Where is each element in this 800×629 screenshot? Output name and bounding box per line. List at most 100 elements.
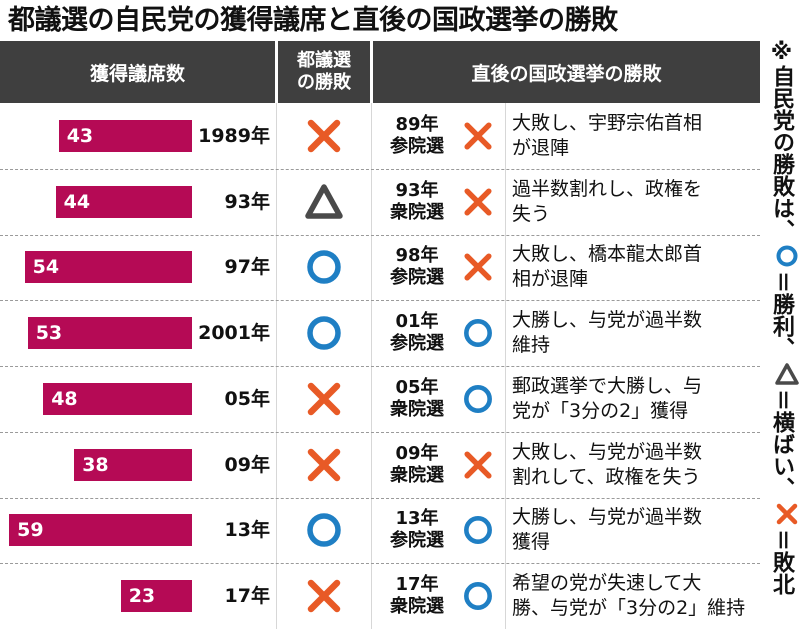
- legend-prefix: ※自民党の勝敗は、: [769, 40, 794, 241]
- outcome-line: 大敗し、与党が過半数: [512, 440, 703, 463]
- national-outcome-text: 大敗し、宇野宗佑首相 が退陣: [512, 111, 762, 161]
- election-year: 98年: [395, 245, 439, 267]
- win-circle-icon: [307, 250, 341, 285]
- legend-lose-text: ＝敗北: [769, 529, 794, 596]
- election-type: 衆院選: [390, 398, 444, 420]
- outcome-line: 獲得: [512, 531, 551, 554]
- election-year: 17年: [395, 574, 439, 596]
- lose-cross-icon: [464, 188, 492, 216]
- national-outcome-text: 大敗し、橋本龍太郎首 相が退陣: [512, 242, 762, 292]
- legend-draw-text: ＝横ばい、: [769, 389, 794, 500]
- national-outcome-text: 過半数割れし、政権を 失う: [512, 177, 762, 227]
- seat-bar: 53: [27, 317, 192, 350]
- lose-cross-icon: [464, 122, 492, 150]
- national-election-label: 17年 衆院選: [376, 574, 458, 618]
- election-type: 参院選: [390, 333, 444, 355]
- outcome-line: 維持: [512, 334, 551, 357]
- lose-cross-icon: [464, 451, 492, 479]
- election-type: 参院選: [390, 530, 444, 552]
- outcome-line: 大勝し、与党が過半数: [512, 506, 703, 529]
- header-national-result: 直後の国政選挙の勝敗: [373, 41, 760, 103]
- election-type: 衆院選: [390, 464, 444, 486]
- national-outcome-text: 大勝し、与党が過半数 獲得: [512, 505, 762, 555]
- election-year: 89年: [395, 113, 439, 135]
- seat-bar: 38: [74, 448, 192, 481]
- outcome-line: 割れして、政権を失う: [512, 465, 701, 488]
- outcome-line: 過半数割れし、政権を: [512, 177, 703, 200]
- seat-bar: 43: [58, 119, 192, 152]
- seat-bar: 59: [9, 514, 192, 547]
- outcome-line: 希望の党が失速して大: [512, 572, 702, 595]
- draw-triangle-icon: [305, 183, 343, 219]
- lose-cross-icon: [307, 119, 341, 153]
- seat-bar: 54: [24, 251, 192, 284]
- legend-win-text: ＝勝利、: [769, 271, 794, 360]
- year-label: 09年: [224, 453, 270, 476]
- election-year: 01年: [395, 311, 439, 333]
- draw-triangle-icon: [775, 363, 799, 385]
- seat-bar: 48: [43, 382, 192, 415]
- row-divider: [0, 168, 760, 170]
- year-label: 97年: [224, 256, 270, 279]
- row-divider: [0, 431, 760, 433]
- year-label: 2001年: [198, 322, 270, 345]
- national-election-label: 13年 参院選: [376, 508, 458, 552]
- lose-cross-icon: [307, 382, 341, 416]
- national-outcome-text: 大勝し、与党が過半数 維持: [512, 308, 762, 358]
- national-election-label: 89年 参院選: [376, 114, 458, 158]
- win-circle-icon: [307, 513, 341, 548]
- outcome-line: 大勝し、与党が過半数: [512, 309, 703, 332]
- national-election-label: 93年 衆院選: [376, 180, 458, 224]
- outcome-line: 大敗し、宇野宗佑首相: [512, 111, 703, 134]
- national-election-label: 05年 衆院選: [376, 377, 458, 421]
- win-circle-icon: [464, 582, 492, 611]
- outcome-line: 失う: [512, 202, 551, 225]
- lose-cross-icon: [464, 253, 492, 281]
- election-type: 参院選: [390, 267, 444, 289]
- win-circle-icon: [776, 245, 798, 267]
- header-metro-result: 都議選 の勝敗: [278, 41, 370, 103]
- row-divider: [0, 234, 760, 236]
- election-type: 衆院選: [390, 201, 444, 223]
- header-metro-line1: 都議選: [297, 50, 351, 71]
- year-label: 13年: [224, 519, 270, 542]
- win-circle-icon: [464, 516, 492, 545]
- outcome-line: 勝、与党が「3分の2」維持: [512, 597, 746, 620]
- year-label: 05年: [224, 387, 270, 410]
- lose-cross-icon: [776, 503, 798, 525]
- election-type: 参院選: [390, 135, 444, 157]
- lose-cross-icon: [307, 448, 341, 481]
- outcome-line: 郵政選挙で大勝し、与: [512, 374, 703, 397]
- election-type: 衆院選: [390, 596, 444, 618]
- election-year: 13年: [395, 508, 439, 530]
- election-year: 05年: [395, 376, 439, 398]
- election-year: 93年: [395, 179, 439, 201]
- row-divider: [0, 366, 760, 367]
- outcome-line: が退陣: [512, 136, 570, 159]
- year-label: 17年: [224, 585, 270, 608]
- outcome-line: 相が退陣: [512, 268, 589, 291]
- seat-bar: 23: [120, 580, 192, 613]
- year-label: 1989年: [198, 124, 270, 147]
- year-label: 93年: [224, 190, 270, 213]
- national-election-label: 09年 衆院選: [376, 443, 458, 487]
- national-outcome-text: 大敗し、与党が過半数 割れして、政権を失う: [512, 440, 762, 490]
- win-circle-icon: [464, 319, 492, 348]
- election-year: 09年: [395, 442, 439, 464]
- row-divider: [0, 563, 760, 565]
- header-metro-line2: の勝敗: [297, 72, 351, 93]
- header-seats: 獲得議席数: [0, 41, 275, 103]
- legend-note: ※自民党の勝敗は、 ＝勝利、 ＝横ばい、 ＝敗北: [763, 40, 800, 595]
- national-election-label: 98年 参院選: [376, 245, 458, 289]
- outcome-line: 大敗し、橋本龍太郎首: [512, 243, 703, 266]
- seat-bar: 44: [55, 185, 192, 218]
- national-election-label: 01年 参院選: [376, 311, 458, 355]
- row-divider: [0, 497, 760, 499]
- win-circle-icon: [307, 316, 341, 350]
- outcome-line: 党が「3分の2」獲得: [512, 399, 689, 422]
- chart-title: 都議選の自民党の獲得議席と直後の国政選挙の勝敗: [8, 5, 618, 36]
- row-divider: [0, 300, 760, 302]
- national-outcome-text: 希望の党が失速して大 勝、与党が「3分の2」維持: [512, 571, 762, 621]
- national-outcome-text: 郵政選挙で大勝し、与 党が「3分の2」獲得: [512, 374, 762, 424]
- win-circle-icon: [464, 384, 492, 413]
